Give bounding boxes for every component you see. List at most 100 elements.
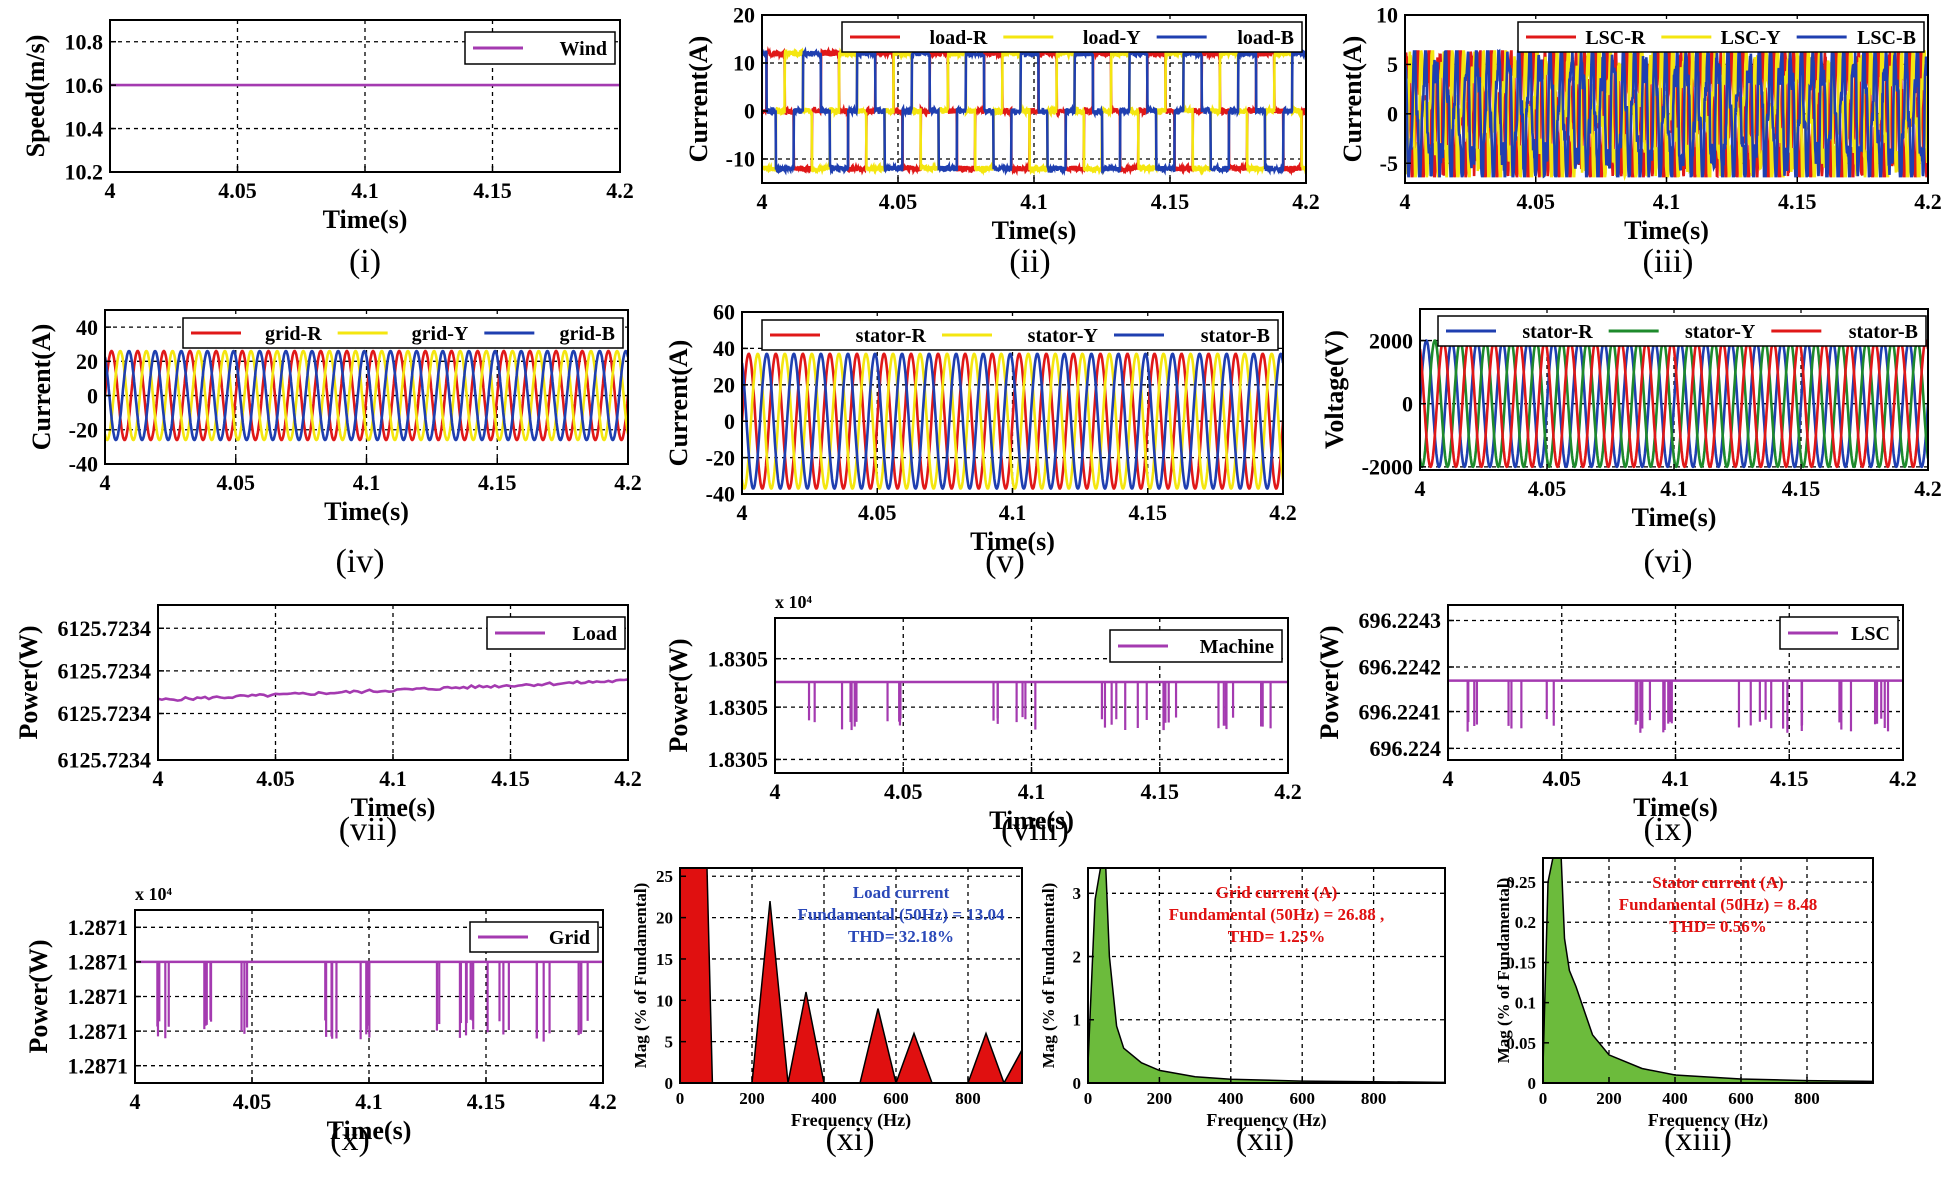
x-tick-label: 200 xyxy=(1147,1089,1173,1108)
x-tick-label: 400 xyxy=(811,1089,837,1108)
legend-box xyxy=(464,31,616,65)
caption-xiii: (xiii) xyxy=(1664,1121,1732,1158)
x-axis-label: Frequency (Hz) xyxy=(791,1110,911,1131)
x-tick-label: 4.2 xyxy=(589,1089,617,1114)
y-tick-label: -2000 xyxy=(1362,455,1413,480)
series-line-stator-Y xyxy=(742,352,1283,490)
x-tick-label: 4.1 xyxy=(1018,779,1046,804)
legend-label-LSC-R: LSC-R xyxy=(1585,27,1646,49)
y-axis-label: Power(W) xyxy=(1315,625,1344,739)
x-tick-label: 800 xyxy=(1794,1089,1820,1108)
legend-label-stator-R: stator-R xyxy=(1522,321,1593,343)
x-tick-label: 4 xyxy=(757,189,768,214)
x-tick-label: 4.2 xyxy=(614,470,642,495)
x-tick-label: 4.2 xyxy=(1914,476,1942,501)
annotation-line: Stator current (A) xyxy=(1652,873,1784,892)
y-axis-label: Voltage(V) xyxy=(1320,330,1349,449)
x-tick-label: 4.05 xyxy=(233,1089,272,1114)
y-tick-label: -40 xyxy=(706,482,735,507)
y-tick-label: 5 xyxy=(665,1033,674,1052)
data-layer xyxy=(1448,679,1903,733)
y-tick-label: -10 xyxy=(726,147,755,172)
caption-xii: (xii) xyxy=(1236,1121,1295,1158)
chart-iv: 4 4.05 4.1 4.15 4.2 -40 -20 0 20 40 Time(s) Current… xyxy=(27,309,642,580)
y-axis-label: Power(W) xyxy=(664,638,693,752)
series-line-stator-R xyxy=(742,352,1283,490)
plot-area xyxy=(680,868,1022,1083)
x-tick-label: 600 xyxy=(883,1089,909,1108)
x-tick-label: 4.15 xyxy=(1151,189,1190,214)
annotation-line: Load current xyxy=(853,883,950,902)
chart-xiii: 0 200 400 600 800 0 0.05 0.1 0.15 0.2 0.25 Frequenc… xyxy=(1494,857,1874,1158)
x-tick-label: 4.1 xyxy=(351,178,379,203)
x-tick-label: 4.2 xyxy=(1914,189,1942,214)
y-tick-label: 20 xyxy=(733,3,755,28)
legend-label-load-Y: load-Y xyxy=(1083,27,1141,49)
plot-area xyxy=(1088,868,1445,1083)
axes-box xyxy=(1087,867,1446,1084)
x-axis-label: Time(s) xyxy=(989,806,1074,835)
data-layer xyxy=(1420,339,1928,469)
annotation-line: THD= 1.25% xyxy=(1228,927,1326,946)
x-tick-label: 4.2 xyxy=(1889,766,1917,791)
data-layer xyxy=(775,680,1288,731)
x-tick-label: 0 xyxy=(1084,1089,1093,1108)
x-tick-label: 4.2 xyxy=(614,766,642,791)
y-tick-label: 0 xyxy=(744,99,755,124)
x-tick-label: 4 xyxy=(130,1089,141,1114)
y-tick-label: 1.8305 xyxy=(708,646,769,671)
y-tick-label: -20 xyxy=(69,417,98,442)
y-tick-label: 1.8305 xyxy=(708,747,769,772)
y-tick-label: 0.2 xyxy=(1515,913,1536,932)
x-tick-label: 4.05 xyxy=(1543,766,1582,791)
y-tick-label: 0.05 xyxy=(1506,1034,1536,1053)
x-tick-label: 4 xyxy=(1443,766,1454,791)
x-tick-label: 4.1 xyxy=(1020,189,1048,214)
y-tick-label: 10 xyxy=(1376,3,1398,28)
x-tick-label: 4.15 xyxy=(1141,779,1180,804)
x-tick-label: 4 xyxy=(105,178,116,203)
series-line-LSC-B xyxy=(1405,48,1928,179)
y-tick-label: 6125.7234 xyxy=(58,701,152,726)
legend-label-stator-R: stator-R xyxy=(856,325,927,347)
chart-v: 4 4.05 4.1 4.15 4.2 -40 -20 0 20 40 60 Time(s) Curre… xyxy=(664,300,1297,580)
legend-label-LSC-B: LSC-B xyxy=(1857,27,1916,49)
data-layer xyxy=(1543,858,1873,1083)
y-tick-label: 0 xyxy=(665,1074,674,1093)
x-axis-label: Time(s) xyxy=(327,1116,412,1145)
x-tick-label: 4.15 xyxy=(1770,766,1809,791)
x-tick-label: 200 xyxy=(1596,1089,1622,1108)
caption-i: (i) xyxy=(349,243,381,280)
legend-label-grid-Y: grid-Y xyxy=(412,323,469,345)
x-tick-label: 4.1 xyxy=(999,500,1027,525)
annotation-line: THD= 0.56% xyxy=(1669,917,1767,936)
data-layer xyxy=(1088,868,1445,1083)
y-tick-label: 25 xyxy=(656,867,673,886)
y-tick-label: 2 xyxy=(1073,947,1082,966)
x-tick-label: 800 xyxy=(1361,1089,1387,1108)
annotation-line: Grid current (A) xyxy=(1216,883,1338,902)
y-tick-label: 6125.7234 xyxy=(58,659,152,684)
x-tick-label: 4.1 xyxy=(379,766,407,791)
x-axis-label: Time(s) xyxy=(970,527,1055,556)
x-tick-label: 4.2 xyxy=(1274,779,1302,804)
x-tick-label: 4.05 xyxy=(217,470,256,495)
y-tick-label: 3 xyxy=(1073,884,1082,903)
series-line-load-R xyxy=(762,45,1306,176)
axis-exponent: x 10⁴ xyxy=(775,592,813,612)
legend-label-LSC-Y: LSC-Y xyxy=(1721,27,1782,49)
legend-box xyxy=(486,616,626,650)
x-axis-label: Time(s) xyxy=(1632,503,1717,532)
chart-xi: 0 200 400 600 800 0 5 10 15 20 25 Frequency (Hz) Mag… xyxy=(631,867,1023,1158)
x-tick-label: 4.1 xyxy=(1653,189,1681,214)
y-tick-label: -40 xyxy=(69,452,98,477)
annotation-line: Fundamental (50Hz) = 8.48 xyxy=(1619,895,1818,914)
y-axis-label: Current(A) xyxy=(1338,36,1367,163)
annotation-line: Fundamental (50Hz) = 26.88 , xyxy=(1169,905,1385,924)
y-axis-label: Mag (% of Fundamental) xyxy=(1494,878,1513,1064)
caption-vii: (vii) xyxy=(339,811,398,848)
x-axis-label: Time(s) xyxy=(351,793,436,822)
chart-ii: 4 4.05 4.1 4.15 4.2 -10 0 10 20 Time(s) Current(A)… xyxy=(684,3,1320,280)
data-layer xyxy=(742,352,1283,490)
